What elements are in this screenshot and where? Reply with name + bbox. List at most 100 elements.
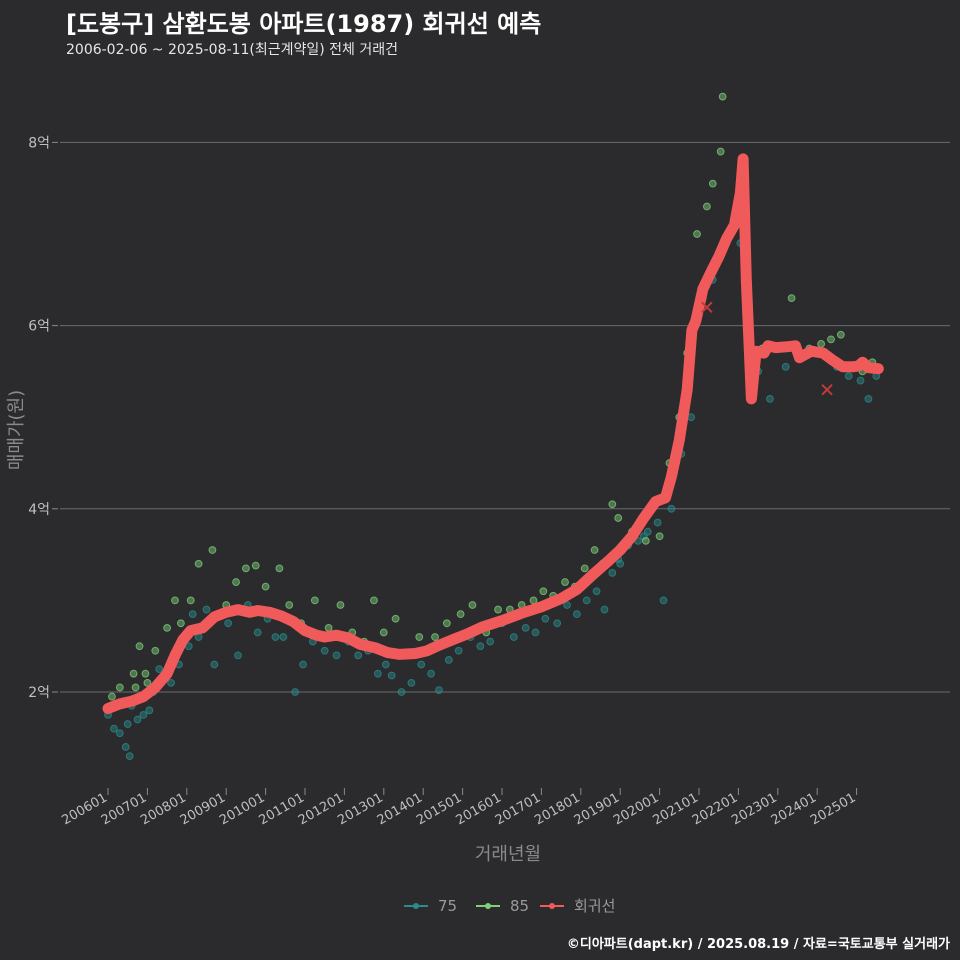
- scatter-point-85: [310, 596, 319, 605]
- y-tick-label: 8억: [28, 135, 50, 151]
- scatter-point-75: [616, 559, 625, 568]
- scatter-point-85: [716, 147, 725, 156]
- scatter-point-75: [486, 637, 495, 646]
- scatter-point-85: [163, 623, 172, 632]
- scatter-point-75: [188, 610, 197, 619]
- scatter-point-75: [766, 394, 774, 403]
- scatter-point-75: [844, 372, 853, 380]
- scatter-point-85: [468, 601, 477, 609]
- scatter-point-75: [234, 651, 242, 660]
- scatter-point-85: [787, 294, 796, 303]
- scatter-point-75: [864, 394, 873, 403]
- y-ticks: 2억 4억 6억 8억: [28, 135, 58, 701]
- source-caption: ©디아파트(dapt.kr) / 2025.08.19 / 자료=국토교통부 실…: [566, 937, 950, 952]
- y-tick-label: 6억: [28, 319, 50, 335]
- scatter-point-85: [285, 601, 294, 609]
- scatter-point-85: [580, 564, 589, 573]
- scatter-series-75: [104, 239, 881, 761]
- scatter-point-85: [129, 669, 138, 678]
- scatter-point-85: [836, 330, 845, 339]
- scatter-point-75: [531, 628, 540, 637]
- scatter-point-75: [133, 715, 142, 724]
- scatter-point-75: [125, 752, 134, 761]
- scatter-point-85: [176, 619, 185, 628]
- scatter-point-75: [856, 376, 865, 385]
- scatter-point-75: [253, 628, 262, 637]
- scatter-point-85: [693, 230, 701, 238]
- scatter-point-85: [151, 646, 160, 655]
- scatter-point-85: [456, 610, 465, 619]
- scatter-point-85: [718, 92, 727, 101]
- scatter-point-75: [444, 656, 453, 664]
- scatter-point-75: [427, 669, 435, 678]
- y-tick-label: 4억: [28, 502, 50, 518]
- scatter-point-85: [232, 578, 240, 586]
- scatter-point-85: [370, 596, 378, 605]
- scatter-point-85: [494, 605, 502, 614]
- scatter-point-85: [529, 596, 538, 605]
- scatter-point-85: [391, 614, 400, 623]
- scatter-point-85: [135, 642, 144, 651]
- scatter-point-85: [115, 683, 124, 692]
- scatter-point-85: [539, 587, 548, 596]
- scatter-point-75: [387, 671, 396, 680]
- legend-swatch-point: [413, 903, 419, 909]
- scatter-point-85: [817, 340, 826, 348]
- scatter-point-85: [702, 202, 711, 211]
- scatter-point-75: [210, 660, 219, 669]
- scatter-point-85: [655, 532, 664, 541]
- scatter-point-85: [442, 619, 451, 628]
- outlier-markers: [701, 301, 833, 396]
- legend-swatch-point: [485, 903, 491, 909]
- scatter-point-75: [417, 660, 426, 669]
- scatter-point-75: [592, 587, 601, 596]
- legend-label: 85: [510, 897, 529, 915]
- x-ticks: 2006012007012008012009012010012011012012…: [60, 788, 859, 828]
- scatter-point-85: [141, 669, 150, 678]
- scatter-point-85: [108, 692, 116, 701]
- scatter-point-75: [553, 619, 562, 628]
- scatter-point-75: [454, 646, 463, 655]
- scatter-point-85: [251, 561, 260, 570]
- scatter-point-75: [271, 633, 280, 641]
- scatter-point-85: [641, 536, 650, 545]
- scatter-point-75: [659, 596, 668, 605]
- legend-swatch-point: [549, 903, 555, 909]
- scatter-point-85: [261, 582, 270, 591]
- chart-title: [도봉구] 삼환도봉 아파트(1987) 회귀선 예측: [66, 10, 542, 38]
- scatter-point-75: [781, 362, 790, 371]
- scatter-point-75: [121, 743, 130, 751]
- scatter-point-75: [155, 665, 164, 673]
- scatter-point-85: [608, 500, 617, 509]
- scatter-point-85: [590, 546, 599, 554]
- regression-line: [102, 153, 884, 714]
- legend: 75 85 회귀선: [404, 897, 615, 915]
- scatter-point-75: [115, 729, 124, 738]
- scatter-point-85: [324, 623, 333, 632]
- scatter-point-75: [407, 678, 416, 687]
- legend-label: 75: [438, 897, 457, 915]
- y-axis-title: 매매가(원): [6, 390, 27, 470]
- scatter-point-75: [167, 678, 175, 687]
- scatter-point-85: [171, 596, 179, 605]
- scatter-point-75: [541, 614, 550, 623]
- scatter-point-75: [110, 724, 118, 733]
- gridlines: [60, 141, 950, 693]
- scatter-point-75: [521, 623, 530, 632]
- scatter-point-85: [242, 564, 250, 573]
- scatter-point-85: [131, 683, 140, 692]
- scatter-point-75: [373, 669, 382, 678]
- scatter-point-75: [279, 633, 288, 641]
- scatter-point-85: [143, 678, 152, 687]
- scatter-point-75: [291, 688, 300, 696]
- scatter-point-85: [431, 633, 439, 641]
- scatter-point-85: [336, 601, 345, 609]
- scatter-point-85: [208, 546, 217, 554]
- scatter-point-75: [435, 686, 443, 695]
- scatter-point-75: [332, 651, 341, 660]
- outlier-marker: [701, 301, 713, 313]
- scatter-point-75: [476, 642, 485, 651]
- scatter-point-85: [708, 179, 717, 188]
- x-axis-title: 거래년월: [475, 844, 541, 865]
- scatter-point-85: [415, 633, 424, 641]
